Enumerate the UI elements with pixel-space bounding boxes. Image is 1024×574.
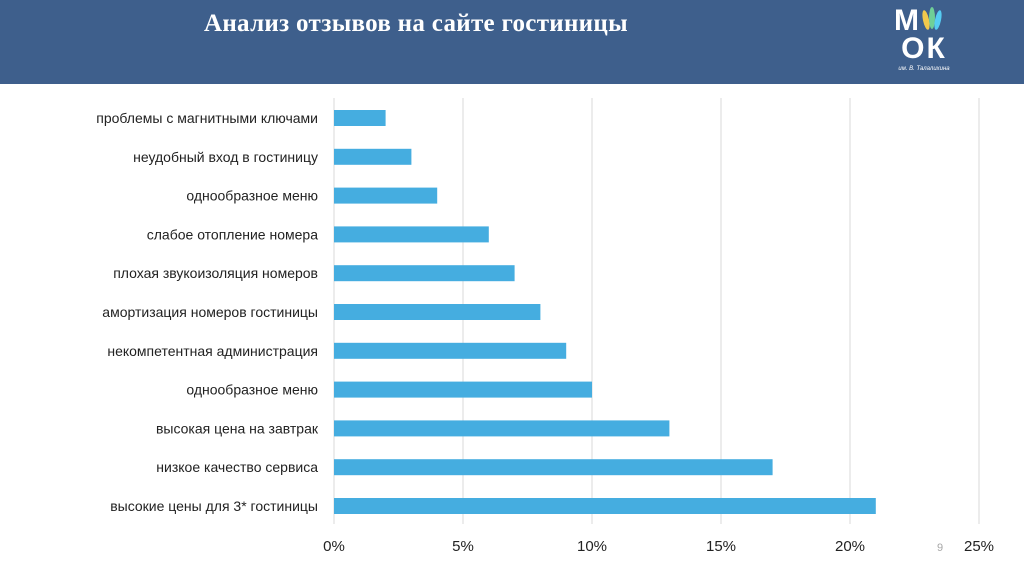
x-tick-label: 15%: [706, 538, 736, 555]
mgok-logo: М ОК им. В. Талалихина: [888, 4, 960, 78]
category-label: высокая цена на завтрак: [156, 420, 319, 436]
category-label: неудобный вход в гостиницу: [133, 149, 318, 165]
logo-line-1: М: [888, 4, 960, 38]
page-number: 9: [937, 542, 944, 554]
page-title: Анализ отзывов на сайте гостиницы: [204, 10, 628, 37]
bar: [334, 226, 489, 243]
header-bar: Анализ отзывов на сайте гостиницы М ОК и…: [0, 0, 1024, 84]
category-label: низкое качество сервиса: [156, 459, 318, 475]
logo-line-2: ОК: [901, 32, 947, 65]
logo-subtitle: им. В. Талалихина: [898, 66, 950, 72]
category-labels: проблемы с магнитными ключами неудобный в…: [96, 110, 319, 514]
bar: [334, 420, 670, 437]
grid-lines: [333, 98, 980, 524]
bars: [334, 110, 876, 514]
category-label: амортизация номеров гостиницы: [102, 304, 318, 320]
category-label: проблемы с магнитными ключами: [96, 110, 318, 126]
category-label: некомпетентная администрация: [107, 343, 318, 359]
x-tick-label: 20%: [835, 538, 865, 555]
x-tick-label: 0%: [323, 538, 345, 555]
category-label: высокие цены для 3* гостиницы: [110, 498, 318, 514]
category-label: слабое отопление номера: [147, 226, 318, 242]
x-tick-label: 25%: [964, 538, 994, 555]
bar: [334, 265, 515, 282]
category-label: плохая звукоизоляция номеров: [113, 265, 318, 281]
bar: [334, 459, 773, 476]
bar: [334, 342, 567, 359]
category-label: однообразное меню: [186, 382, 318, 398]
bar: [334, 187, 438, 204]
x-tick-label: 10%: [577, 538, 607, 555]
bar: [334, 381, 592, 398]
bar: [334, 304, 541, 320]
bar: [334, 110, 386, 126]
category-label: однообразное меню: [186, 188, 318, 204]
bar: [334, 498, 876, 514]
x-tick-label: 5%: [452, 538, 474, 555]
bar-chart: проблемы с магнитными ключами неудобный в…: [96, 98, 994, 555]
x-tick-labels: 0% 5% 10% 15% 20% 25%: [323, 538, 994, 555]
bar: [334, 148, 412, 165]
leaves-icon: [922, 7, 942, 30]
logo-letter-m: М: [894, 4, 921, 37]
